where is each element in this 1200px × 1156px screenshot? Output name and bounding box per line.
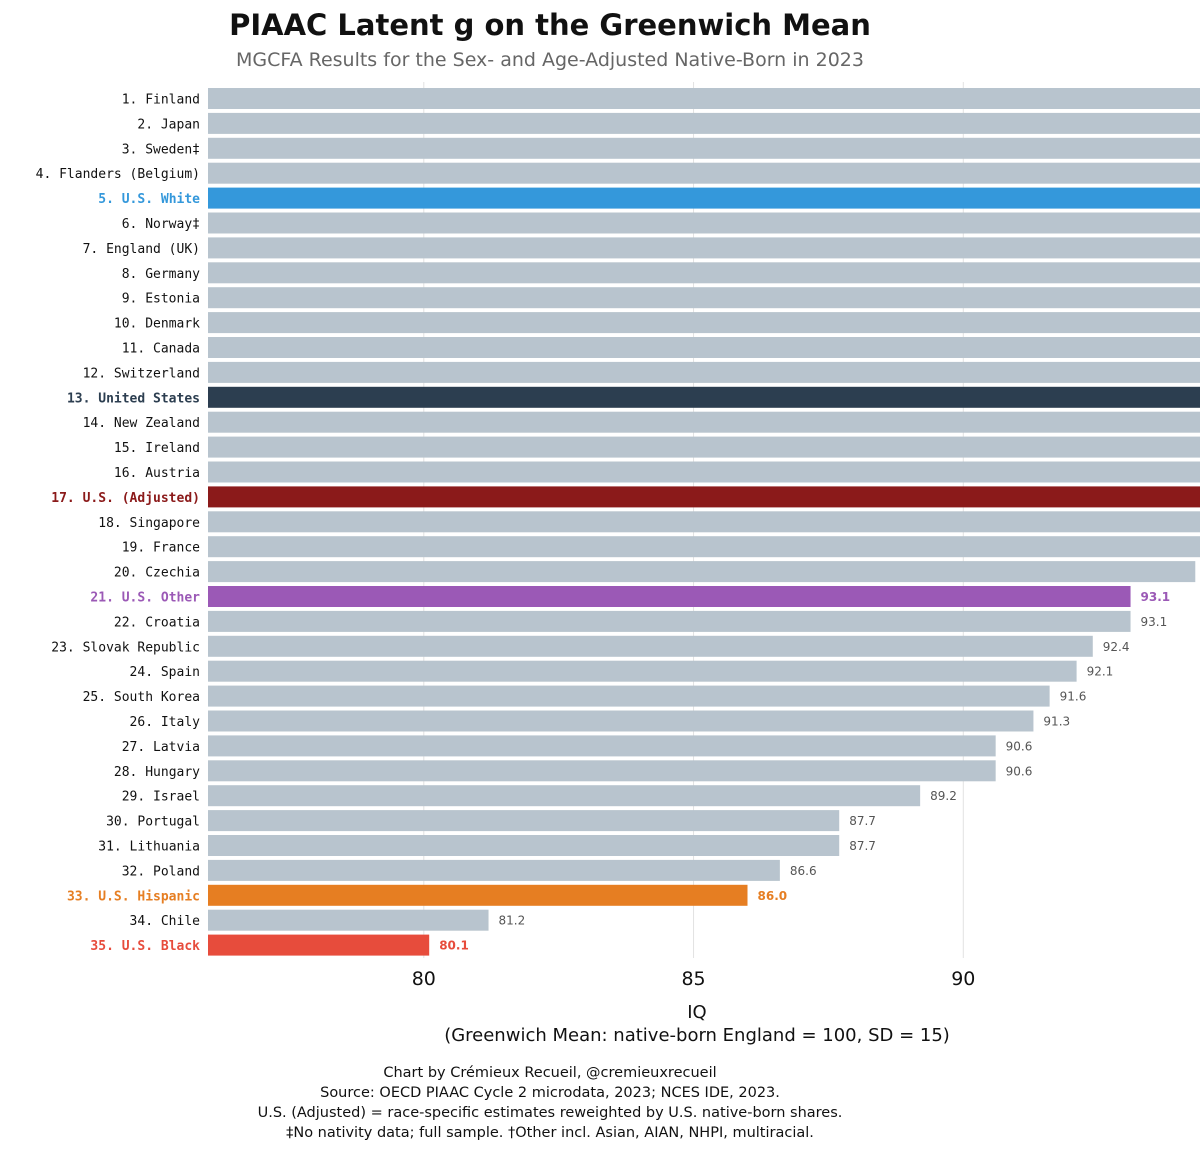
category-label-31: 31. Lithuania [98,840,200,855]
bar-15 [208,437,1200,458]
category-label-7: 7. England (UK) [83,242,200,257]
category-label-15: 15. Ireland [114,441,200,456]
category-label-19: 19. France [122,541,200,556]
bar-12 [208,362,1200,383]
bar-13 [208,387,1200,408]
bar-3 [208,138,1200,159]
bars [208,88,1200,956]
x-axis-title: IQ [0,1002,1200,1023]
category-label-8: 8. Germany [122,267,200,282]
category-label-32: 32. Poland [122,864,200,879]
value-label-28: 90.6 [1006,764,1033,778]
bar-6 [208,213,1200,234]
value-label-21: 93.1 [1141,590,1171,604]
bar-22 [208,611,1131,632]
symbol-note: ‡No nativity data; full sample. †Other i… [0,1125,1100,1141]
bar-9 [208,287,1200,308]
category-labels: 1. Finland 2. Japan 3. Sweden‡ 4. Flanders … [36,93,201,955]
bar-17 [208,486,1200,507]
category-label-14: 14. New Zealand [83,416,200,431]
value-label-32: 86.6 [790,864,817,878]
bar-19 [208,536,1200,557]
category-label-27: 27. Latvia [122,740,200,755]
category-label-9: 9. Estonia [122,292,200,307]
bar-10 [208,312,1200,333]
bar-32 [208,860,780,881]
category-label-5: 5. U.S. White [98,192,200,207]
x-tick-80: 80 [412,968,436,990]
bar-8 [208,262,1200,283]
category-label-13: 13. United States [67,391,200,406]
bar-35 [208,935,429,956]
bar-21 [208,586,1131,607]
bar-27 [208,735,996,756]
adjusted-note: U.S. (Adjusted) = race-specific estimate… [0,1105,1100,1121]
bar-11 [208,337,1200,358]
bar-20 [208,561,1195,582]
bar-18 [208,511,1200,532]
value-label-22: 93.1 [1141,615,1168,629]
category-label-21: 21. U.S. Other [90,591,200,606]
bar-23 [208,636,1093,657]
category-label-18: 18. Singapore [98,516,200,531]
bar-4 [208,163,1200,184]
value-label-24: 92.1 [1087,665,1114,679]
value-label-25: 91.6 [1060,690,1087,704]
bar-24 [208,661,1077,682]
value-label-26: 91.3 [1043,715,1070,729]
bar-31 [208,835,839,856]
category-label-22: 22. Croatia [114,615,200,630]
category-label-4: 4. Flanders (Belgium) [36,167,200,182]
category-label-33: 33. U.S. Hispanic [67,889,200,904]
bar-16 [208,462,1200,483]
bar-30 [208,810,839,831]
bar-2 [208,113,1200,134]
bar-7 [208,237,1200,258]
category-label-28: 28. Hungary [114,765,200,780]
category-label-20: 20. Czechia [114,566,200,581]
category-label-23: 23. Slovak Republic [51,640,200,655]
credit-line: Chart by Crémieux Recueil, @cremieuxrecu… [0,1065,1100,1081]
category-label-25: 25. South Korea [83,690,200,705]
x-axis-subtitle: (Greenwich Mean: native-born England = 1… [0,1025,1200,1046]
category-label-11: 11. Canada [122,342,200,357]
bar-33 [208,885,748,906]
category-label-30: 30. Portugal [106,815,200,830]
bar-5 [208,188,1200,209]
category-label-16: 16. Austria [114,466,200,481]
bar-25 [208,686,1050,707]
bar-14 [208,412,1200,433]
category-label-26: 26. Italy [130,715,201,730]
x-tick-85: 85 [681,968,705,990]
x-axis-ticks: 80859095100105110 [412,968,1200,990]
bar-29 [208,785,920,806]
category-label-24: 24. Spain [130,665,200,680]
category-label-35: 35. U.S. Black [90,939,200,954]
value-label-29: 89.2 [930,789,957,803]
source-line: Source: OECD PIAAC Cycle 2 microdata, 20… [0,1085,1100,1101]
chart-plot: 1. Finland 2. Japan 3. Sweden‡ 4. Flanders … [0,0,1200,1156]
category-label-17: 17. U.S. (Adjusted) [51,491,200,506]
bar-26 [208,711,1033,732]
category-label-3: 3. Sweden‡ [122,142,200,157]
category-label-1: 1. Finland [122,93,200,108]
value-label-31: 87.7 [849,839,876,853]
category-label-29: 29. Israel [122,790,200,805]
value-label-27: 90.6 [1006,739,1033,753]
value-label-30: 87.7 [849,814,876,828]
category-label-34: 34. Chile [130,914,201,929]
bar-34 [208,910,489,931]
bar-1 [208,88,1200,109]
bar-28 [208,760,996,781]
category-label-6: 6. Norway‡ [122,217,200,232]
x-tick-90: 90 [951,968,975,990]
value-label-33: 86.0 [758,889,788,903]
value-label-34: 81.2 [499,914,526,928]
category-label-10: 10. Denmark [114,317,200,332]
category-label-12: 12. Switzerland [83,366,200,381]
value-label-35: 80.1 [439,939,469,953]
value-label-23: 92.4 [1103,640,1130,654]
category-label-2: 2. Japan [137,117,200,132]
